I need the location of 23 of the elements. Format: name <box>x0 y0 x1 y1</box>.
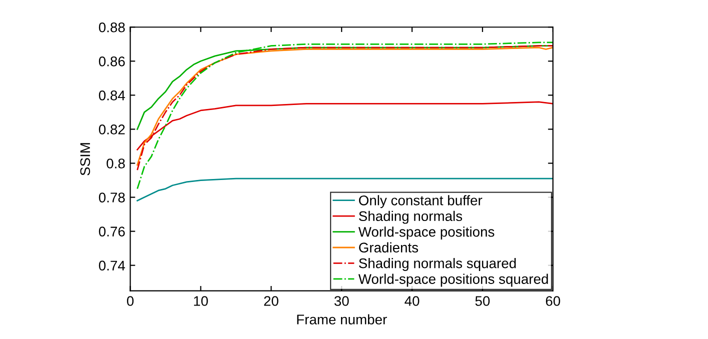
legend-label: Only constant buffer <box>359 195 482 208</box>
y-tick-label: 0.86 <box>98 56 125 66</box>
legend-label: World-space positions squared <box>358 274 548 287</box>
y-tick-label: 0.74 <box>98 260 126 271</box>
x-tick-label: 40 <box>404 296 420 306</box>
y-tick-label: 0.8 <box>106 158 125 168</box>
y-tick-label: 0.78 <box>98 192 125 202</box>
legend-label: World-space positions <box>358 226 494 240</box>
x-tick-label: 50 <box>475 296 490 306</box>
x-tick-label: 0 <box>126 296 134 306</box>
x-axis-title: Frame number <box>297 314 387 324</box>
legend-label: Shading normals squared <box>358 258 516 271</box>
y-tick-label: 0.88 <box>98 22 125 32</box>
y-tick-label: 0.82 <box>98 124 125 134</box>
x-tick-label: 10 <box>194 296 208 306</box>
legend-label: Gradients <box>359 242 418 252</box>
y-axis-title: SSIM <box>80 143 90 176</box>
x-tick-label: 30 <box>334 296 349 306</box>
legend-label: Shading normals <box>358 210 462 224</box>
y-tick-label: 0.76 <box>98 226 125 236</box>
y-tick-label: 0.84 <box>98 90 126 100</box>
x-tick-label: 20 <box>264 296 278 306</box>
x-tick-label: 60 <box>546 296 560 306</box>
